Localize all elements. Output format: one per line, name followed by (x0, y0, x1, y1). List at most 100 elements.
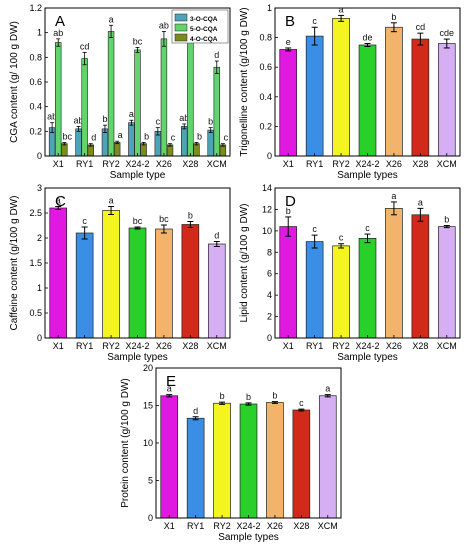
y-tick-label: 0.8 (29, 52, 42, 62)
x-tick-label: RY1 (76, 159, 93, 169)
y-tick-label: 0.5 (29, 308, 42, 318)
significance-label: b (208, 117, 213, 127)
y-tick-label: 14 (262, 183, 272, 193)
bar (187, 28, 194, 157)
bar (305, 241, 324, 339)
y-tick-label: 0.4 (29, 102, 42, 112)
significance-label: c (339, 233, 344, 243)
significance-label: a (109, 196, 114, 206)
legend-swatch (174, 23, 188, 32)
panel-letter: B (285, 13, 295, 30)
bar (134, 49, 141, 157)
y-tick-label: 6 (267, 269, 272, 279)
y-tick-label: 8 (267, 247, 272, 257)
bar (107, 31, 115, 157)
y-tick-label: 0 (37, 151, 42, 161)
significance-label: c (312, 16, 317, 26)
y-axis-title: Lipid content (g/100 g DW) (239, 204, 250, 323)
significance-label: ab (74, 115, 84, 125)
panel-b: e c a de b cd cde 0 0.2 0.4 0.6 0.8 1 X1 RY1 RY2 X24-2 X2… (239, 3, 461, 181)
bar (411, 214, 430, 339)
significance-label: a (118, 130, 123, 140)
y-tick-label: 1 (267, 3, 272, 13)
panel-e: a d b b b c a 0 5 10 15 20 X1 RY1 RY2 X24-2 X26 X28 XCM Sam… (120, 363, 342, 543)
significance-label: c (82, 216, 87, 226)
x-tick-label: XCM (318, 521, 338, 531)
y-tick-label: 12 (262, 204, 272, 214)
bar (385, 26, 403, 157)
legend-entry: 5-O-CQA (190, 26, 218, 33)
y-tick-label: 0 (37, 333, 42, 343)
x-tick-label: RY1 (306, 159, 323, 169)
significance-label: bc (159, 214, 169, 224)
significance-label: ab (47, 112, 57, 122)
x-tick-label: X28 (412, 341, 428, 351)
y-tick-label: 0.4 (259, 92, 272, 102)
significance-label: a (391, 191, 396, 201)
x-tick-label: XCM (437, 341, 457, 351)
y-tick-label: 1.5 (29, 258, 42, 268)
significance-label: a (129, 109, 134, 119)
significance-label: c (365, 223, 370, 233)
y-tick-label: 10 (262, 226, 272, 236)
x-tick-label: RY2 (213, 521, 230, 531)
significance-label: d (193, 406, 198, 416)
y-axis-title: CGA content (g/ 100 g DW) (9, 21, 20, 143)
x-axis-title: Sample types (337, 352, 398, 363)
x-tick-label: X24-2 (236, 521, 260, 531)
significance-label: bc (133, 36, 143, 46)
significance-label: b (286, 206, 291, 216)
x-tick-label: X1 (53, 341, 64, 351)
bar (140, 143, 147, 157)
bar (358, 238, 377, 339)
significance-label: bc (63, 131, 73, 141)
panel-d: b c c c a a b 0 2 4 6 8 10 12 14 X1 RY1 RY2 X24-2 X26 X28 XCM… (239, 183, 461, 363)
significance-label: a (325, 384, 330, 394)
y-tick-label: 5 (148, 476, 153, 486)
y-tick-label: 0 (267, 151, 272, 161)
y-axis-title: Caffeine content (g/100 g DW) (9, 196, 20, 331)
x-tick-label: X1 (53, 159, 64, 169)
y-tick-label: 0.2 (29, 126, 42, 136)
x-tick-label: RY1 (187, 521, 204, 531)
x-tick-label: X28 (182, 159, 198, 169)
significance-label: b (391, 12, 396, 22)
x-axis-title: Sample types (107, 352, 168, 363)
significance-label: d (91, 133, 96, 143)
y-tick-label: 10 (143, 438, 153, 448)
bar (358, 44, 377, 157)
bar (49, 207, 68, 339)
bar (128, 227, 147, 339)
y-axis-title: Protein content (g/100 g DW) (120, 378, 131, 508)
panel-letter: D (285, 193, 296, 210)
y-tick-label: 3 (37, 183, 42, 193)
y-tick-label: 0.2 (259, 121, 272, 131)
bar (81, 58, 88, 157)
significance-label: a (418, 197, 423, 207)
legend-swatch (174, 33, 188, 42)
x-axis-title: Sample types (337, 170, 398, 181)
y-tick-label: 1.2 (29, 3, 42, 13)
bar (292, 409, 311, 519)
x-tick-label: RY1 (76, 341, 93, 351)
bar (332, 18, 350, 157)
significance-label: de (362, 33, 372, 43)
bar (207, 129, 214, 157)
panel-letter: A (55, 13, 65, 30)
bar (166, 144, 174, 157)
y-axis-title: Trigonelline content (g/100 g DW) (239, 7, 250, 156)
significance-label: ab (179, 113, 189, 123)
y-tick-label: 0.8 (259, 33, 272, 43)
bar (279, 226, 298, 339)
bar (155, 228, 173, 339)
x-tick-label: RY2 (332, 341, 349, 351)
x-tick-label: RY1 (306, 341, 323, 351)
bar (385, 208, 403, 339)
y-tick-label: 0.6 (259, 62, 272, 72)
bar (318, 395, 337, 519)
x-tick-label: X28 (182, 341, 198, 351)
significance-label: a (339, 4, 344, 14)
significance-label: b (444, 215, 449, 225)
bar (160, 38, 168, 157)
legend-entry: 4-O-CQA (190, 36, 218, 43)
